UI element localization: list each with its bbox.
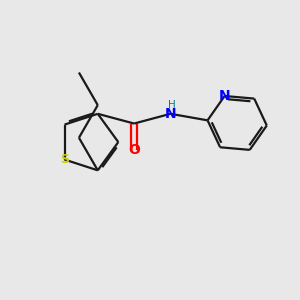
Text: N: N	[165, 107, 176, 121]
Text: N: N	[219, 89, 230, 103]
Text: H: H	[168, 100, 176, 110]
Text: O: O	[128, 143, 140, 157]
Text: S: S	[60, 153, 69, 166]
